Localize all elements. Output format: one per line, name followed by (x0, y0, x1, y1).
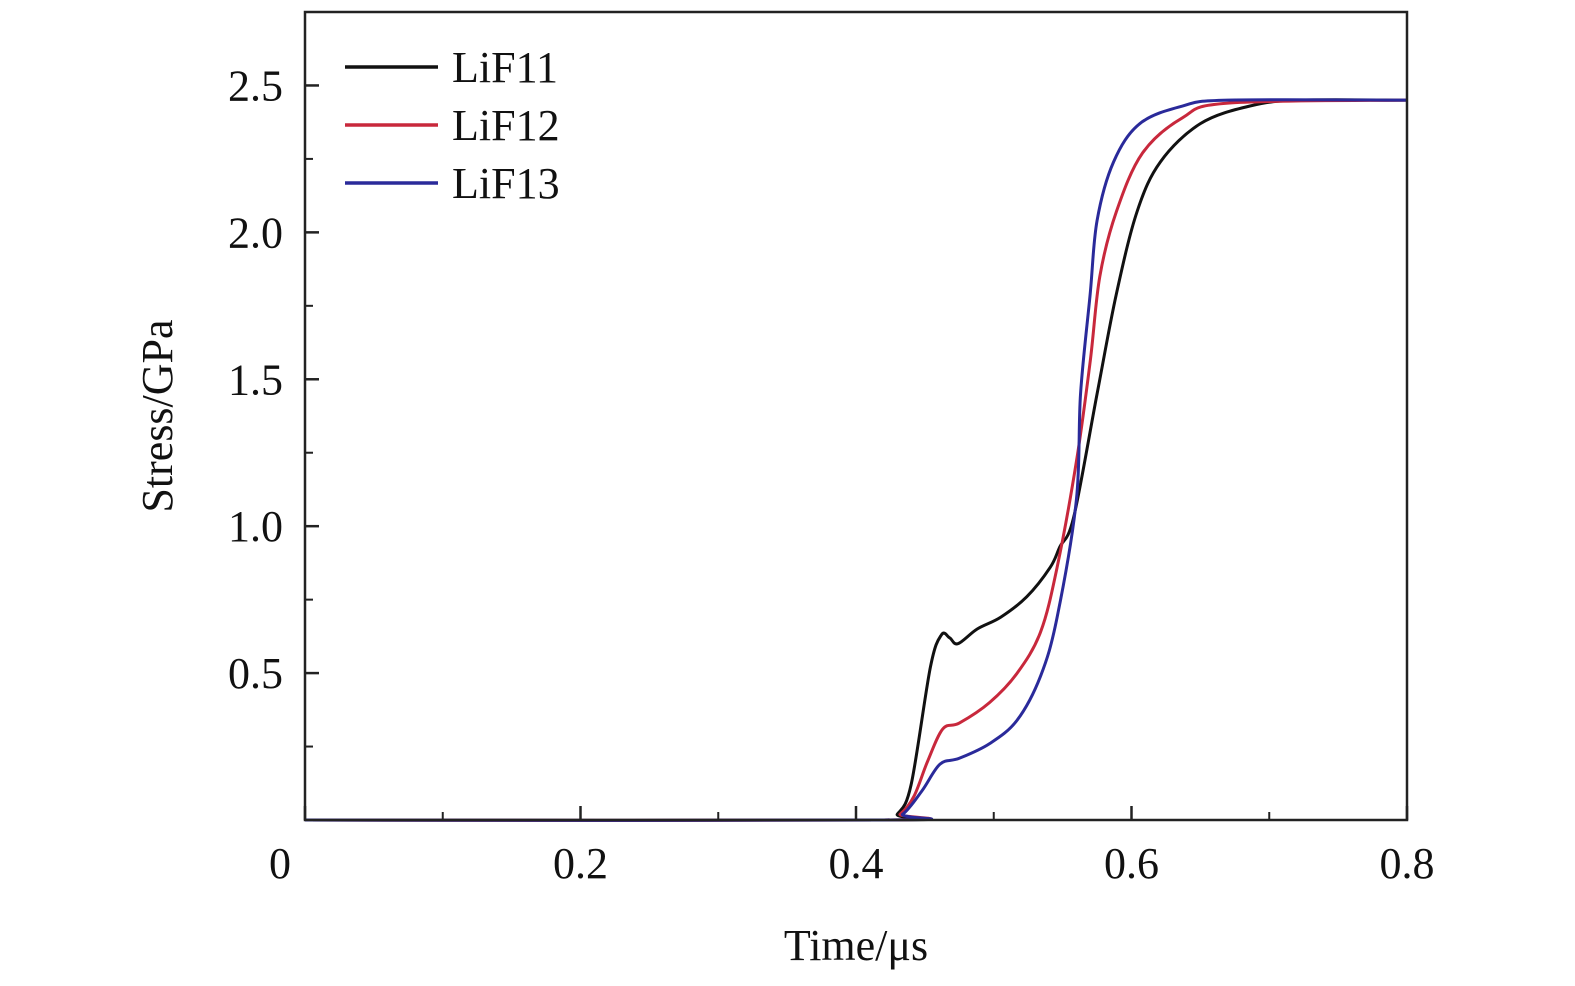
y-tick-label: 1.0 (228, 502, 283, 551)
legend-label-lif11: LiF11 (452, 43, 558, 92)
axis-ticks: 0 0.2 0.4 0.6 0.8 0.5 1.0 1.5 2.0 2.5 (228, 61, 1435, 888)
x-tick-label: 0.2 (553, 839, 608, 888)
legend-label-lif12: LiF12 (452, 101, 560, 150)
x-tick-label: 0.6 (1104, 839, 1159, 888)
x-tick-label: 0.8 (1380, 839, 1435, 888)
series-line-lif11 (304, 98, 1408, 822)
y-tick-label: 1.5 (228, 355, 283, 404)
y-tick-label: 2.0 (228, 208, 283, 257)
y-tick-label: 0.5 (228, 649, 283, 698)
x-axis-label: Time/μs (784, 921, 928, 970)
x-tick-label: 0 (269, 839, 291, 888)
y-axis-label: Stress/GPa (133, 319, 182, 512)
plot-curves (304, 98, 1408, 822)
series-line-lif12 (304, 98, 1408, 822)
legend: LiF11 LiF12 LiF13 (345, 43, 560, 208)
x-tick-label: 0.4 (829, 839, 884, 888)
y-tick-label: 2.5 (228, 61, 283, 110)
series-line-lif13 (304, 98, 1408, 822)
legend-label-lif13: LiF13 (452, 159, 560, 208)
